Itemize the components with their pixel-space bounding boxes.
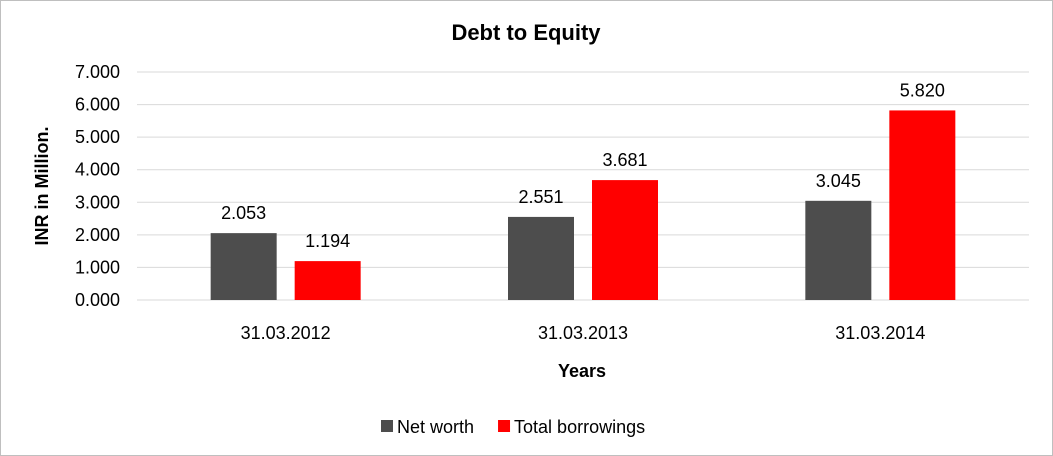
- bar-total-borrowings-3: [889, 110, 956, 300]
- y-tick-label: 3.000: [75, 192, 120, 212]
- data-label: 3.045: [816, 171, 861, 191]
- legend-label: Net worth: [397, 417, 474, 437]
- y-tick-label: 6.000: [75, 95, 120, 115]
- bar-net-worth-2: [508, 216, 574, 300]
- x-tick-label: 31.03.2014: [835, 323, 925, 343]
- x-tick-label: 31.03.2013: [538, 323, 628, 343]
- data-label: 1.194: [305, 231, 350, 251]
- legend-label: Total borrowings: [514, 417, 645, 437]
- bar-net-worth-1: [210, 233, 277, 300]
- y-tick-label: 1.000: [75, 257, 120, 277]
- data-labels: 2.053 1.194 2.551 3.681 3.045 5.820: [221, 80, 945, 251]
- y-axis-title: INR in Million.: [32, 127, 52, 246]
- x-axis-title: Years: [558, 361, 606, 381]
- x-tick-label: 31.03.2012: [241, 323, 331, 343]
- data-label: 5.820: [900, 80, 945, 100]
- y-tick-label: 5.000: [75, 127, 120, 147]
- gridlines: [137, 71, 1029, 301]
- y-axis-ticks: 0.000 1.000 2.000 3.000 4.000 5.000 6.000 7.000: [75, 62, 120, 310]
- x-axis-ticks: 31.03.2012 31.03.2013 31.03.2014: [241, 323, 926, 343]
- bars: [210, 110, 956, 300]
- data-label: 2.053: [221, 203, 266, 223]
- bar-total-borrowings-1: [294, 261, 361, 300]
- bar-total-borrowings-2: [592, 180, 658, 300]
- y-tick-label: 0.000: [75, 290, 120, 310]
- legend: Net worth Total borrowings: [381, 417, 645, 437]
- bar-net-worth-3: [805, 200, 872, 300]
- data-label: 3.681: [602, 150, 647, 170]
- chart-title: Debt to Equity: [451, 20, 601, 45]
- y-tick-label: 7.000: [75, 62, 120, 82]
- legend-swatch: [381, 420, 393, 432]
- y-tick-label: 2.000: [75, 225, 120, 245]
- data-label: 2.551: [518, 187, 563, 207]
- legend-swatch: [498, 420, 511, 432]
- y-tick-label: 4.000: [75, 160, 120, 180]
